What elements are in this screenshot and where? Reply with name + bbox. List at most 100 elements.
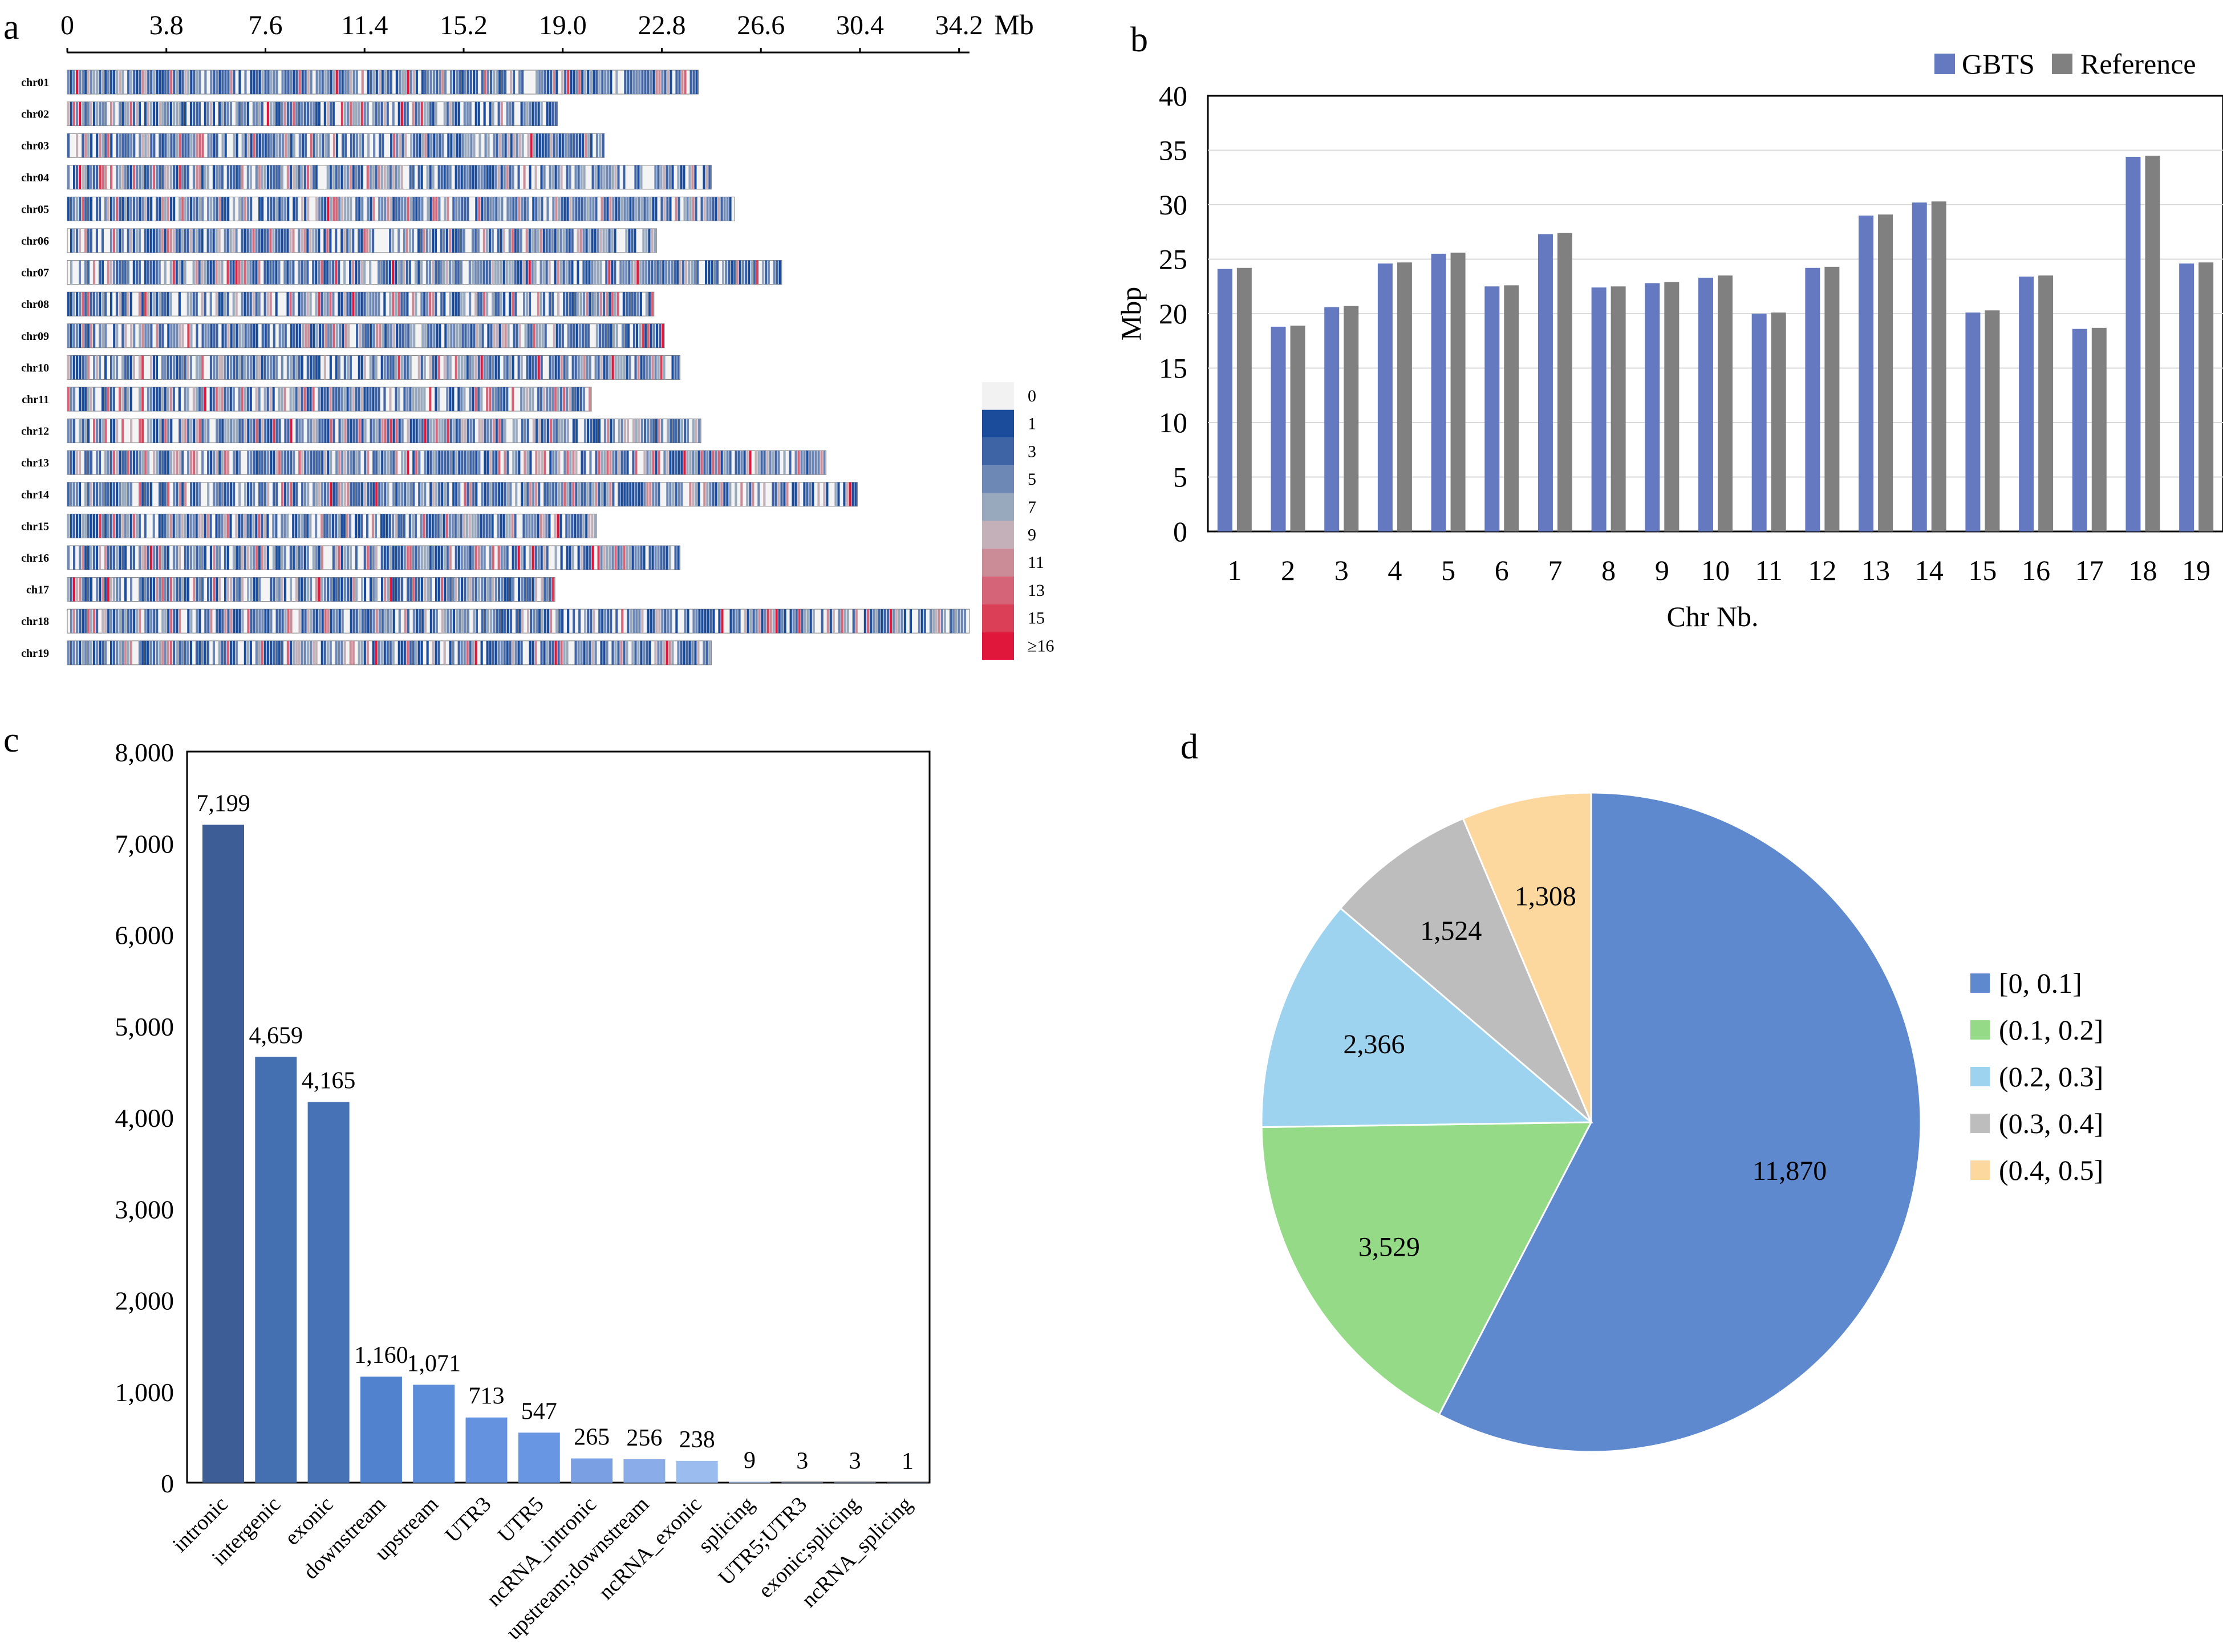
- chromosome-density-bins: [90, 546, 671, 570]
- chromosome-row: chr02: [21, 102, 558, 127]
- panel-b-legend: GBTS Reference: [1934, 48, 2196, 80]
- chromosome-density-bins: [70, 355, 657, 380]
- panel-c-ytick-label: 8,000: [115, 738, 175, 767]
- panel-b-xtick-label: 1: [1227, 554, 1242, 586]
- chromosome-density-bins: [84, 292, 636, 316]
- panel-b-ytick-label: 20: [1159, 298, 1187, 330]
- chromosome-density-bins: [87, 260, 778, 285]
- panel-b-ytick-label: 15: [1159, 352, 1187, 384]
- chromosome-density-bins: [104, 450, 786, 475]
- pie-slice: [1462, 792, 1592, 1123]
- chromosome-row: chr05: [21, 196, 735, 221]
- chromosome-density-bins: [70, 514, 588, 538]
- chromosome-density-bins: [557, 514, 559, 538]
- pie-legend-swatch: [1970, 973, 1990, 993]
- density-legend-label: 9: [1028, 526, 1036, 545]
- chromosome-density-bins: [93, 70, 618, 94]
- density-legend-label: 3: [1028, 442, 1036, 461]
- density-legend-swatch: [982, 521, 1014, 549]
- panel-c-value-label: 265: [574, 1424, 610, 1451]
- density-legend-label: 11: [1028, 553, 1044, 572]
- chromosome-density-bins: [104, 387, 583, 411]
- chromosome-row: chr15: [21, 513, 597, 538]
- chromosome-density-bins: [84, 323, 662, 348]
- chromosome-density-bins: [352, 292, 355, 316]
- chromosome-density-bins: [73, 450, 809, 475]
- chromosome-row: chr06: [21, 228, 657, 253]
- panel-c-value-label: 3: [796, 1448, 808, 1475]
- bar-gbts: [1484, 286, 1500, 531]
- bar-reference: [1824, 266, 1840, 531]
- chromosome-density-bins: [109, 229, 599, 253]
- panel-c-value-label: 256: [626, 1425, 662, 1451]
- panel-label-c: c: [3, 721, 19, 760]
- chromosome-row: chr08: [21, 291, 655, 316]
- panel-a-tick-label: 22.8: [638, 10, 685, 40]
- chromosome-row: chr03: [21, 133, 605, 158]
- density-legend-swatch: [982, 549, 1014, 577]
- chromosome-density-bins: [170, 70, 687, 94]
- panel-c-bar: [465, 1417, 508, 1483]
- panel-a-tick-label: 34.2: [935, 10, 983, 40]
- chromosome-density-bins: [530, 133, 533, 158]
- pie-legend-label: (0.4, 0.5]: [1999, 1154, 2103, 1186]
- panel-b-xtick-label: 15: [1968, 554, 1997, 586]
- pie-legend-swatch: [1970, 1160, 1990, 1180]
- bar-gbts: [1591, 287, 1607, 531]
- bar-reference: [1397, 262, 1412, 531]
- chromosome-density-bins: [70, 102, 551, 126]
- bar-gbts: [1698, 277, 1713, 531]
- pie-slice: [1260, 1121, 1593, 1416]
- chromosome-density-bins: [79, 260, 776, 285]
- chromosome-density-bins: [662, 323, 664, 348]
- chromosome-density-bins: [67, 70, 664, 94]
- pie-legend-swatch: [1970, 1020, 1990, 1040]
- chromosome-bar: [67, 513, 597, 538]
- chromosome-row: chr01: [21, 70, 699, 95]
- panel-b-xtick-label: 8: [1601, 554, 1616, 586]
- panel-b-xtick-label: 10: [1701, 554, 1730, 586]
- panel-label-a: a: [3, 8, 19, 47]
- chromosome-density-bins: [101, 514, 571, 538]
- bar-gbts: [1859, 216, 1874, 532]
- chromosome-density-bins: [73, 292, 648, 316]
- bar-gbts: [2019, 277, 2034, 531]
- legend-swatch-reference: [2052, 54, 2072, 74]
- density-legend-label: 13: [1028, 581, 1045, 600]
- chromosome-density-bins: [76, 197, 692, 221]
- density-legend-label: 1: [1028, 415, 1036, 433]
- pie-legend-swatch: [1970, 1114, 1990, 1133]
- pie-legend-label: (0.3, 0.4]: [1999, 1107, 2103, 1139]
- chromosome-density-bins: [79, 292, 639, 316]
- panel-d-pie-chart: 11,870 3,529 2,366 1,524 1,308 [0, 0.1] (0.1,…: [1260, 792, 2103, 1453]
- panel-c-value-label: 3: [849, 1448, 861, 1475]
- bar-gbts: [1912, 202, 1927, 531]
- density-legend-label: 15: [1028, 609, 1045, 628]
- chromosome-density-bins: [98, 514, 101, 538]
- pie-slice: [1438, 792, 1922, 1453]
- chromosome-label: chr12: [21, 425, 49, 438]
- chromosome-density-bins: [67, 640, 705, 665]
- chromosome-density-bins: [67, 546, 660, 570]
- panel-c-value-label: 713: [469, 1383, 505, 1410]
- chromosome-label: chr10: [21, 362, 49, 374]
- panel-b-ytick-label: 40: [1159, 80, 1187, 112]
- pie-value-label: 11,870: [1753, 1156, 1827, 1186]
- panel-c-bar: [729, 1481, 770, 1483]
- panel-c-value-label: 4,659: [249, 1022, 303, 1049]
- chromosome-density-bins: [70, 450, 792, 475]
- chromosome-density-bins: [67, 133, 605, 158]
- panel-c-value-label: 4,165: [302, 1068, 356, 1094]
- panel-b-xtick-label: 17: [2075, 554, 2104, 586]
- chromosome-density-bins: [102, 165, 369, 189]
- chromosome-label: chr16: [21, 552, 49, 565]
- chromosome-label: chr11: [22, 393, 49, 406]
- chromosome-density-bins: [99, 70, 695, 94]
- chromosome-density-bins: [139, 482, 575, 506]
- chromosome-label: chr03: [21, 140, 49, 152]
- chromosome-label: chr06: [21, 235, 49, 247]
- bar-reference: [2145, 156, 2160, 531]
- chromosome-row: chr19: [21, 640, 712, 665]
- panel-a-axis-unit: Mb: [994, 9, 1033, 40]
